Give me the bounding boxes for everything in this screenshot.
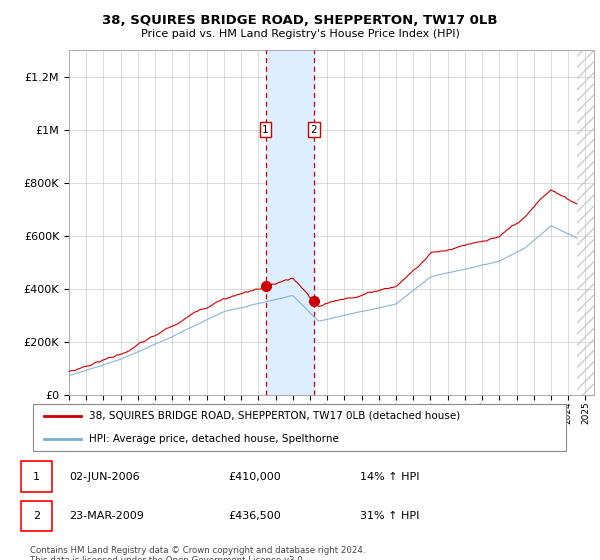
Text: £410,000: £410,000 — [228, 472, 281, 482]
Text: £436,500: £436,500 — [228, 511, 281, 521]
Text: 2: 2 — [311, 125, 317, 135]
Text: 31% ↑ HPI: 31% ↑ HPI — [360, 511, 419, 521]
Text: Contains HM Land Registry data © Crown copyright and database right 2024.
This d: Contains HM Land Registry data © Crown c… — [30, 546, 365, 560]
Text: HPI: Average price, detached house, Spelthorne: HPI: Average price, detached house, Spel… — [89, 433, 339, 444]
Text: 23-MAR-2009: 23-MAR-2009 — [69, 511, 144, 521]
Text: 2: 2 — [33, 511, 40, 521]
Text: 38, SQUIRES BRIDGE ROAD, SHEPPERTON, TW17 0LB: 38, SQUIRES BRIDGE ROAD, SHEPPERTON, TW1… — [102, 14, 498, 27]
Text: 02-JUN-2006: 02-JUN-2006 — [69, 472, 140, 482]
Text: 14% ↑ HPI: 14% ↑ HPI — [360, 472, 419, 482]
Bar — [577, 50, 594, 395]
Text: 38, SQUIRES BRIDGE ROAD, SHEPPERTON, TW17 0LB (detached house): 38, SQUIRES BRIDGE ROAD, SHEPPERTON, TW1… — [89, 411, 461, 421]
FancyBboxPatch shape — [33, 404, 566, 451]
Text: Price paid vs. HM Land Registry's House Price Index (HPI): Price paid vs. HM Land Registry's House … — [140, 29, 460, 39]
Bar — [266, 50, 314, 395]
Text: 1: 1 — [262, 125, 269, 135]
Text: 1: 1 — [33, 472, 40, 482]
